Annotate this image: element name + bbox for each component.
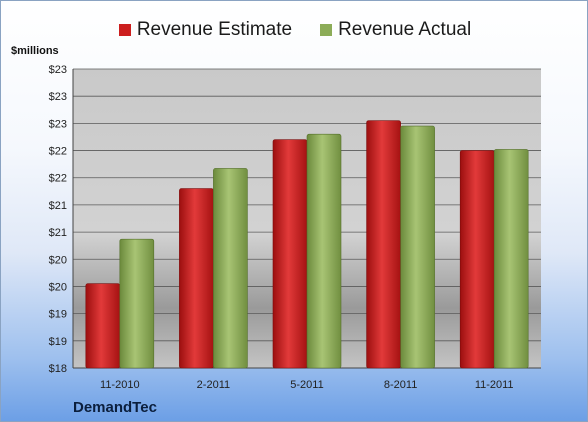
legend-item-actual: Revenue Actual	[320, 19, 471, 41]
bar-estimate	[179, 188, 214, 369]
legend: Revenue Estimate Revenue Actual	[1, 15, 587, 45]
bar-actual	[493, 149, 529, 369]
y-tick-label: $19	[49, 309, 67, 321]
y-tick-label: $22	[49, 173, 67, 185]
bar-estimate	[272, 139, 308, 369]
y-tick-label: $23	[49, 91, 67, 103]
x-tick-label: 11-2010	[100, 379, 140, 391]
legend-label-estimate: Revenue Estimate	[136, 19, 293, 40]
y-unit-label: $millions	[11, 45, 59, 57]
bar-actual	[306, 133, 342, 369]
y-tick-label: $20	[49, 254, 67, 266]
x-tick-label: 2-2011	[197, 379, 230, 391]
y-tick-label: $21	[49, 200, 67, 212]
legend-swatch-estimate	[118, 24, 131, 36]
x-tick-label: 11-2011	[475, 379, 514, 391]
x-tick-label: 5-2011	[290, 379, 323, 391]
y-tick-label: $20	[49, 281, 67, 293]
bar-estimate	[366, 120, 401, 369]
y-tick-label: $21	[49, 227, 67, 239]
y-tick-label: $19	[49, 336, 67, 348]
legend-item-estimate: Revenue Estimate	[118, 19, 293, 41]
legend-swatch-actual	[320, 24, 333, 36]
legend-label-actual: Revenue Actual	[338, 19, 472, 40]
bar-actual	[400, 125, 435, 369]
y-tick-label: $23	[49, 118, 67, 130]
y-tick-label: $22	[49, 146, 67, 158]
bar-estimate	[85, 283, 121, 369]
bar-actual	[213, 168, 248, 369]
company-label: DemandTec	[73, 399, 157, 416]
y-tick-label: $18	[49, 363, 67, 375]
bar-actual	[119, 238, 155, 369]
x-tick-label: 8-2011	[384, 379, 417, 391]
y-tick-label: $23	[49, 64, 67, 76]
bar-estimate	[459, 150, 495, 369]
